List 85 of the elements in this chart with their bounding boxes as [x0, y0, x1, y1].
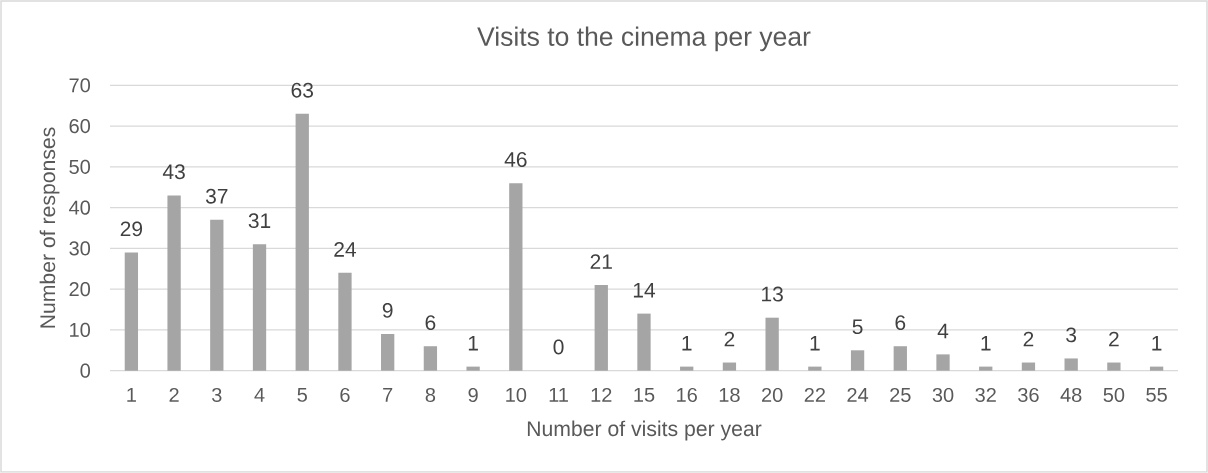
bar [1149, 366, 1164, 371]
y-tick-label: 40 [69, 200, 91, 215]
x-tick-label: 11 [549, 387, 568, 402]
data-label: 5 [852, 319, 863, 335]
x-tick-label: 7 [383, 387, 393, 402]
y-tick-label: 30 [69, 241, 91, 256]
x-tick-label: 4 [254, 387, 265, 402]
bar [167, 195, 181, 371]
x-tick-label: 55 [1146, 387, 1167, 402]
bar [466, 366, 480, 371]
data-label: 1 [1152, 335, 1162, 351]
x-tick-label: 9 [468, 387, 478, 403]
data-label: 1 [468, 335, 478, 351]
bar [637, 313, 651, 371]
bar [765, 317, 779, 371]
x-tick-label: 16 [677, 387, 697, 403]
data-label: 2 [724, 331, 735, 347]
data-label: 37 [205, 188, 228, 204]
x-tick-label: 48 [1060, 387, 1082, 403]
bar [680, 366, 694, 371]
x-tick-label: 8 [425, 387, 436, 403]
y-tick-label: 50 [69, 159, 91, 174]
bar [423, 346, 438, 371]
x-tick-label: 18 [719, 387, 740, 403]
bar [1064, 358, 1078, 371]
x-tick-label: 10 [506, 387, 527, 403]
y-tick-label: 20 [69, 282, 91, 297]
x-tick-label: 3 [212, 387, 222, 403]
bar [509, 183, 523, 371]
x-tick-label: 36 [1018, 387, 1039, 403]
y-tick-label: 10 [70, 322, 91, 337]
y-tick-label: 60 [69, 119, 91, 134]
data-label: 21 [590, 254, 612, 269]
data-label: 1 [981, 335, 991, 351]
bar [808, 366, 822, 371]
bar [1107, 362, 1121, 371]
data-label: 1 [810, 335, 820, 351]
chart-title: Visits to the cinema per year [477, 26, 811, 52]
x-tick-label: 50 [1103, 387, 1125, 403]
x-tick-label: 15 [634, 387, 655, 402]
x-tick-label: 30 [932, 387, 954, 403]
bar [210, 219, 224, 371]
bar [936, 354, 950, 371]
data-label: 6 [425, 315, 436, 331]
y-tick-label: 70 [69, 78, 91, 93]
data-label: 14 [633, 282, 656, 298]
x-tick-label: 24 [847, 387, 869, 402]
data-label: 2 [1109, 331, 1119, 347]
bar [252, 244, 267, 371]
data-label: 29 [120, 221, 143, 237]
x-tick-label: 12 [591, 387, 612, 402]
data-label: 63 [291, 82, 313, 98]
x-tick-label: 25 [890, 387, 911, 403]
data-label: 3 [1066, 327, 1077, 343]
data-label: 6 [895, 315, 906, 331]
bar [850, 350, 865, 371]
data-label: 31 [248, 213, 271, 229]
bar [381, 333, 395, 371]
data-label: 13 [762, 286, 783, 302]
data-label: 24 [334, 241, 357, 257]
x-tick-label: 1 [127, 387, 136, 402]
data-label: 43 [162, 164, 185, 180]
y-tick-label: 0 [80, 363, 91, 378]
data-label: 0 [553, 339, 564, 355]
data-label: 46 [504, 152, 527, 167]
bar [295, 113, 309, 371]
bar [1021, 362, 1036, 371]
bar [979, 366, 993, 371]
bar [338, 272, 352, 371]
x-tick-label: 6 [340, 387, 350, 403]
x-tick-label: 20 [762, 387, 783, 403]
bar [124, 252, 139, 371]
data-label: 9 [382, 302, 393, 318]
bar [594, 285, 608, 371]
x-tick-label: 5 [297, 387, 307, 402]
data-label: 1 [682, 335, 692, 351]
x-tick-label: 32 [975, 387, 996, 403]
x-axis-title: Number of visits per year [527, 420, 762, 441]
bar [893, 346, 907, 371]
data-label: 4 [937, 323, 949, 339]
y-axis-title: Number of responses [39, 127, 60, 328]
x-tick-label: 2 [169, 387, 179, 402]
data-label: 2 [1023, 331, 1034, 347]
bar [722, 362, 737, 371]
x-tick-label: 22 [804, 387, 825, 402]
